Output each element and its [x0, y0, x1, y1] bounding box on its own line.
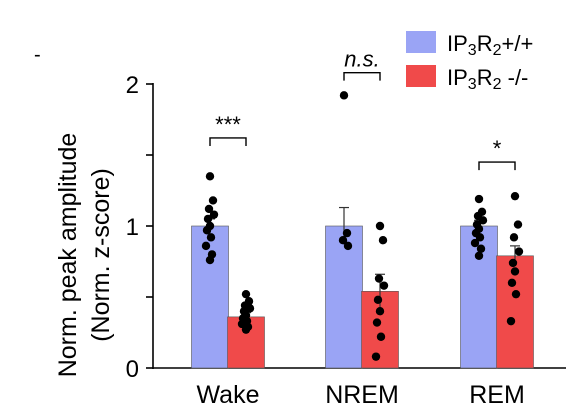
- data-point: [508, 258, 518, 268]
- legend-text: IP: [447, 65, 468, 90]
- data-point: [375, 221, 385, 231]
- y-axis-title-line1: Norm. peak amplitude: [54, 133, 82, 378]
- data-point: [376, 332, 386, 341]
- y-axis-title-line2: (Norm. z-score): [87, 168, 115, 342]
- data-point: [202, 226, 212, 235]
- data-point: [475, 233, 485, 242]
- data-point: [205, 172, 215, 181]
- data-point: [379, 281, 389, 290]
- legend-subscript: 2: [493, 42, 502, 59]
- data-point: [375, 307, 385, 316]
- data-point: [205, 255, 215, 265]
- data-point: [509, 233, 519, 242]
- legend-label: IP3R2 -/-: [447, 65, 528, 93]
- data-point: [371, 352, 381, 361]
- significance-bracket: [343, 71, 381, 81]
- legend-subscript: 3: [468, 42, 477, 59]
- bar: [325, 225, 363, 369]
- data-point: [342, 228, 352, 238]
- significance-bracket: [209, 137, 247, 146]
- data-point: [372, 318, 382, 327]
- data-point: [209, 210, 219, 219]
- significance-bracket: [478, 161, 516, 171]
- legend-label: IP3R2+/+: [447, 31, 533, 59]
- data-point: [476, 244, 486, 253]
- data-point: [474, 251, 484, 261]
- bar: [191, 225, 229, 369]
- legend-text: IP: [447, 31, 468, 56]
- data-point: [511, 289, 521, 299]
- legend-text: +/+: [502, 31, 534, 56]
- category-labels: Wake NREM REM: [197, 381, 525, 409]
- category-label: NREM: [325, 381, 399, 409]
- data-point: [204, 204, 214, 214]
- data-point: [241, 325, 251, 334]
- significance-annotations: *** n.s. *: [209, 47, 516, 171]
- significance-label: n.s.: [344, 47, 379, 72]
- data-point: [510, 267, 520, 276]
- data-point: [373, 295, 383, 305]
- data-point: [201, 241, 211, 251]
- y-tick-label: 0: [126, 356, 139, 383]
- data-point: [514, 247, 524, 256]
- legend-subscript: 3: [468, 76, 477, 93]
- data-points: [201, 91, 524, 361]
- data-point: [374, 274, 384, 283]
- y-axis-title: Norm. peak amplitude (Norm. z-score): [54, 133, 115, 378]
- data-point: [474, 194, 484, 204]
- data-point: [339, 91, 349, 100]
- data-point: [378, 236, 388, 245]
- data-point: [506, 316, 516, 326]
- legend-swatch: [406, 31, 436, 53]
- legend-swatch: [406, 65, 436, 87]
- data-point: [343, 241, 353, 251]
- data-point: [507, 278, 517, 287]
- data-point: [470, 238, 480, 248]
- significance-label: *: [493, 136, 502, 161]
- y-tick-label: 1: [126, 214, 139, 241]
- legend-subscript: 2: [493, 76, 502, 93]
- y-tick-label: 2: [126, 72, 139, 99]
- data-point: [513, 220, 523, 229]
- legend-text: -/-: [502, 65, 529, 90]
- data-point: [203, 214, 213, 224]
- category-label: Wake: [197, 381, 260, 409]
- data-point: [478, 216, 488, 225]
- corner-mark: -: [34, 44, 41, 66]
- category-label: REM: [469, 381, 525, 409]
- legend: IP3R2+/+IP3R2 -/-: [406, 31, 533, 93]
- data-point: [510, 191, 520, 201]
- legend-text: R: [477, 31, 493, 56]
- significance-label: ***: [215, 112, 241, 137]
- legend-text: R: [477, 65, 493, 90]
- data-point: [208, 196, 218, 205]
- data-point: [338, 236, 348, 245]
- data-point: [241, 289, 251, 299]
- data-point: [206, 233, 216, 242]
